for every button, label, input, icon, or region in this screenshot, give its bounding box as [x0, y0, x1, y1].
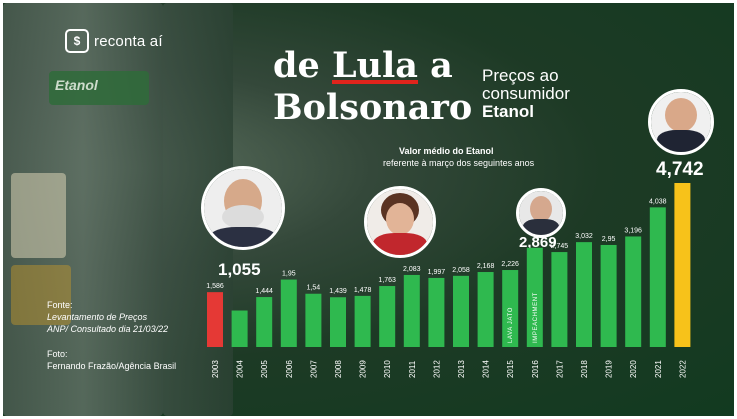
- x-tick-2013: 2013: [457, 360, 466, 378]
- brand-logo: $ reconta aí: [65, 29, 163, 53]
- bolsonaro-portrait: [648, 89, 714, 155]
- title-part-1: de: [273, 45, 332, 86]
- source-label: Fonte:: [47, 300, 73, 310]
- chart-note-subtitle: referente à março dos seguintes anos: [383, 158, 535, 168]
- x-tick-2016: 2016: [531, 360, 540, 378]
- photo-label: Foto:: [47, 349, 68, 359]
- bar-2007: [305, 293, 322, 347]
- x-tick-2009: 2009: [359, 360, 368, 378]
- data-label-2015: 2,226: [501, 261, 519, 268]
- title-part-2: a: [417, 45, 453, 86]
- bar-2010: [379, 286, 396, 347]
- bar-2019: [600, 244, 617, 347]
- source-block: Fonte: Levantamento de Preços ANP/ Consu…: [47, 299, 168, 335]
- data-label-2014: 2,168: [477, 263, 495, 270]
- bar-2022: [674, 183, 691, 347]
- bar-2011: [403, 274, 420, 347]
- data-label-2012: 1,997: [428, 269, 446, 276]
- data-label-2013: 2,058: [452, 267, 470, 274]
- x-tick-2008: 2008: [334, 360, 343, 378]
- subtitle-line-1: Preços ao: [482, 66, 559, 85]
- x-tick-2006: 2006: [285, 360, 294, 378]
- bar-2021: [649, 207, 666, 347]
- title-line-2: Bolsonaro: [273, 87, 473, 128]
- infographic: Etanol $ reconta aí de Lula a Bolsonaro …: [3, 3, 734, 416]
- bar-2014: [477, 272, 494, 347]
- data-label-2021: 4,038: [649, 198, 667, 205]
- source-line-2: ANP/ Consultado dia 21/03/22: [47, 324, 169, 334]
- subtitle-product: Etanol: [482, 102, 534, 121]
- x-tick-2011: 2011: [408, 360, 417, 378]
- data-label-2018: 3,032: [575, 233, 593, 240]
- title-line-1: de Lula a: [273, 45, 453, 86]
- bar-2005: [256, 297, 273, 347]
- bar-2015: [502, 270, 519, 347]
- x-tick-2010: 2010: [383, 360, 392, 378]
- bar-2003: [207, 292, 223, 347]
- data-label-2009: 1,478: [354, 287, 372, 294]
- dollar-chat-icon: $: [65, 29, 89, 53]
- bar-2008: [330, 297, 346, 347]
- bar-note-2016: IMPEACHMENT: [533, 292, 539, 343]
- data-label-2017: 2,745: [551, 243, 569, 250]
- data-label-2007: 1,54: [307, 285, 321, 292]
- brand-name: reconta aí: [94, 32, 163, 50]
- x-tick-2005: 2005: [260, 360, 269, 378]
- x-tick-2003: 2003: [211, 360, 220, 378]
- lula-portrait: [201, 166, 285, 250]
- x-tick-2020: 2020: [629, 360, 638, 378]
- dilma-portrait: [364, 186, 436, 258]
- photo-credit: Fernando Frazão/Agência Brasil: [47, 361, 177, 371]
- temer-portrait: [516, 188, 566, 238]
- photo-credit-block: Foto: Fernando Frazão/Agência Brasil: [47, 348, 176, 372]
- title-lula: Lula: [331, 45, 418, 86]
- subtitle: Preços ao consumidor Etanol: [482, 67, 570, 121]
- chart-note-title: Valor médio do Etanol: [399, 146, 494, 156]
- x-tick-2015: 2015: [506, 360, 515, 378]
- bar-2016: [526, 247, 543, 347]
- etanol-sign-label: Etanol: [55, 77, 98, 93]
- x-tick-2019: 2019: [605, 360, 614, 378]
- bar-2017: [551, 252, 568, 347]
- bar-2018: [576, 242, 592, 347]
- subtitle-line-2: consumidor: [482, 84, 570, 103]
- x-tick-2004: 2004: [236, 360, 245, 378]
- x-tick-2022: 2022: [678, 360, 687, 378]
- bar-note-2015: LAVA JATO: [508, 307, 514, 343]
- bolsonaro-value: 4,742: [656, 159, 704, 180]
- etanol-sign: [49, 71, 149, 105]
- data-label-2019: 2,95: [602, 236, 616, 243]
- data-label-2020: 3,196: [624, 227, 642, 234]
- data-label-2006: 1,95: [282, 271, 296, 278]
- lula-value: 1,055: [218, 260, 261, 279]
- temer-value: 2,869: [519, 234, 557, 251]
- bar-2004: [231, 310, 248, 347]
- data-label-2010: 1,763: [378, 277, 396, 284]
- data-label-2003: 1,586: [206, 283, 224, 290]
- source-line-1: Levantamento de Preços: [47, 312, 148, 322]
- data-label-2011: 2,083: [403, 266, 421, 273]
- bar-2009: [354, 295, 371, 347]
- bar-2013: [453, 275, 469, 347]
- anp-sticker: [11, 173, 66, 258]
- x-tick-2018: 2018: [580, 360, 589, 378]
- x-tick-2007: 2007: [309, 360, 318, 378]
- bar-2020: [625, 236, 642, 347]
- data-label-2005: 1,444: [255, 288, 273, 295]
- x-tick-2012: 2012: [432, 360, 441, 378]
- bar-chart: 1,586 2003 2004 1,444 2005 1,95 2006 1,54 2007 1,…: [206, 183, 691, 378]
- x-tick-2017: 2017: [555, 360, 564, 378]
- gasoline-sign: [11, 265, 71, 325]
- data-label-2008: 1,439: [329, 288, 347, 295]
- x-tick-2014: 2014: [482, 360, 491, 378]
- bar-2012: [428, 277, 445, 347]
- bar-2006: [280, 279, 297, 347]
- x-tick-2021: 2021: [654, 360, 663, 378]
